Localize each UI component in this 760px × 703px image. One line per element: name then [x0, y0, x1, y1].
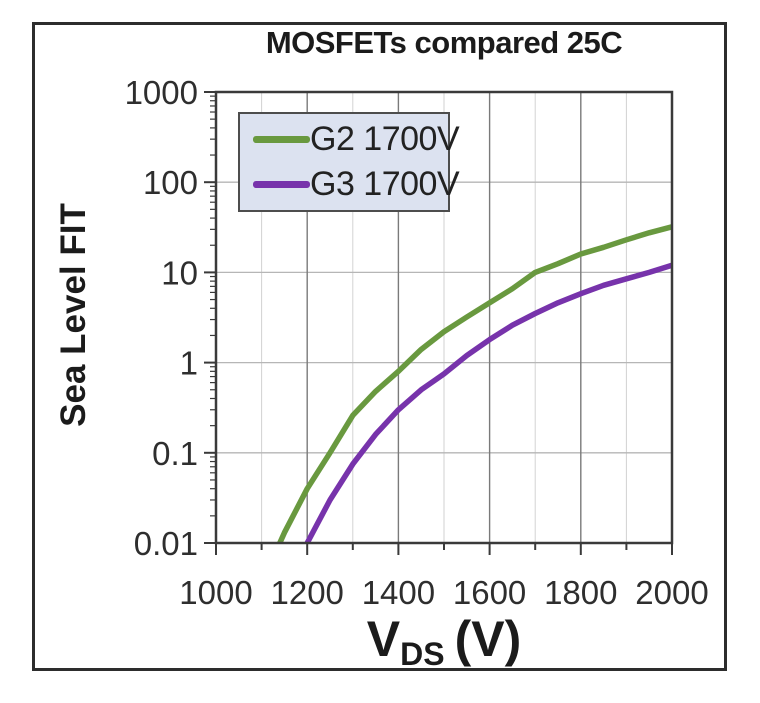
x-tick-label: 1400 [362, 574, 435, 611]
x-axis-title: VDS (V) [216, 610, 672, 673]
y-tick-label: 1 [180, 345, 198, 382]
x-tick-label: 1600 [453, 574, 526, 611]
series-line-1 [277, 224, 673, 544]
y-tick-label: 100 [143, 164, 198, 201]
y-tick-label: 0.1 [152, 435, 198, 472]
legend: G2 1700V G3 1700V [238, 112, 460, 212]
chart-title: MOSFETs compared 25C [265, 25, 623, 60]
x-tick-label: 1800 [544, 574, 617, 611]
x-axis-title-symbol: V [366, 611, 401, 667]
legend-label-g2: G2 1700V [310, 120, 460, 158]
series-line-2 [304, 262, 673, 544]
x-tick-label: 1200 [270, 574, 343, 611]
legend-swatch-g3 [253, 181, 310, 188]
x-axis-title-unit: (V) [454, 611, 522, 667]
x-axis-title-subscript: DS [400, 636, 445, 672]
x-tick-label: 1000 [179, 574, 252, 611]
legend-item-g3: G3 1700V [253, 165, 460, 204]
legend-label-g3: G3 1700V [310, 165, 460, 203]
y-tick-label: 1000 [125, 74, 198, 111]
legend-swatch-g2 [253, 136, 310, 143]
x-tick-label: 2000 [635, 574, 708, 611]
y-tick-label: 0.01 [134, 525, 198, 562]
legend-item-g2: G2 1700V [253, 120, 460, 159]
y-tick-label: 10 [161, 254, 198, 291]
